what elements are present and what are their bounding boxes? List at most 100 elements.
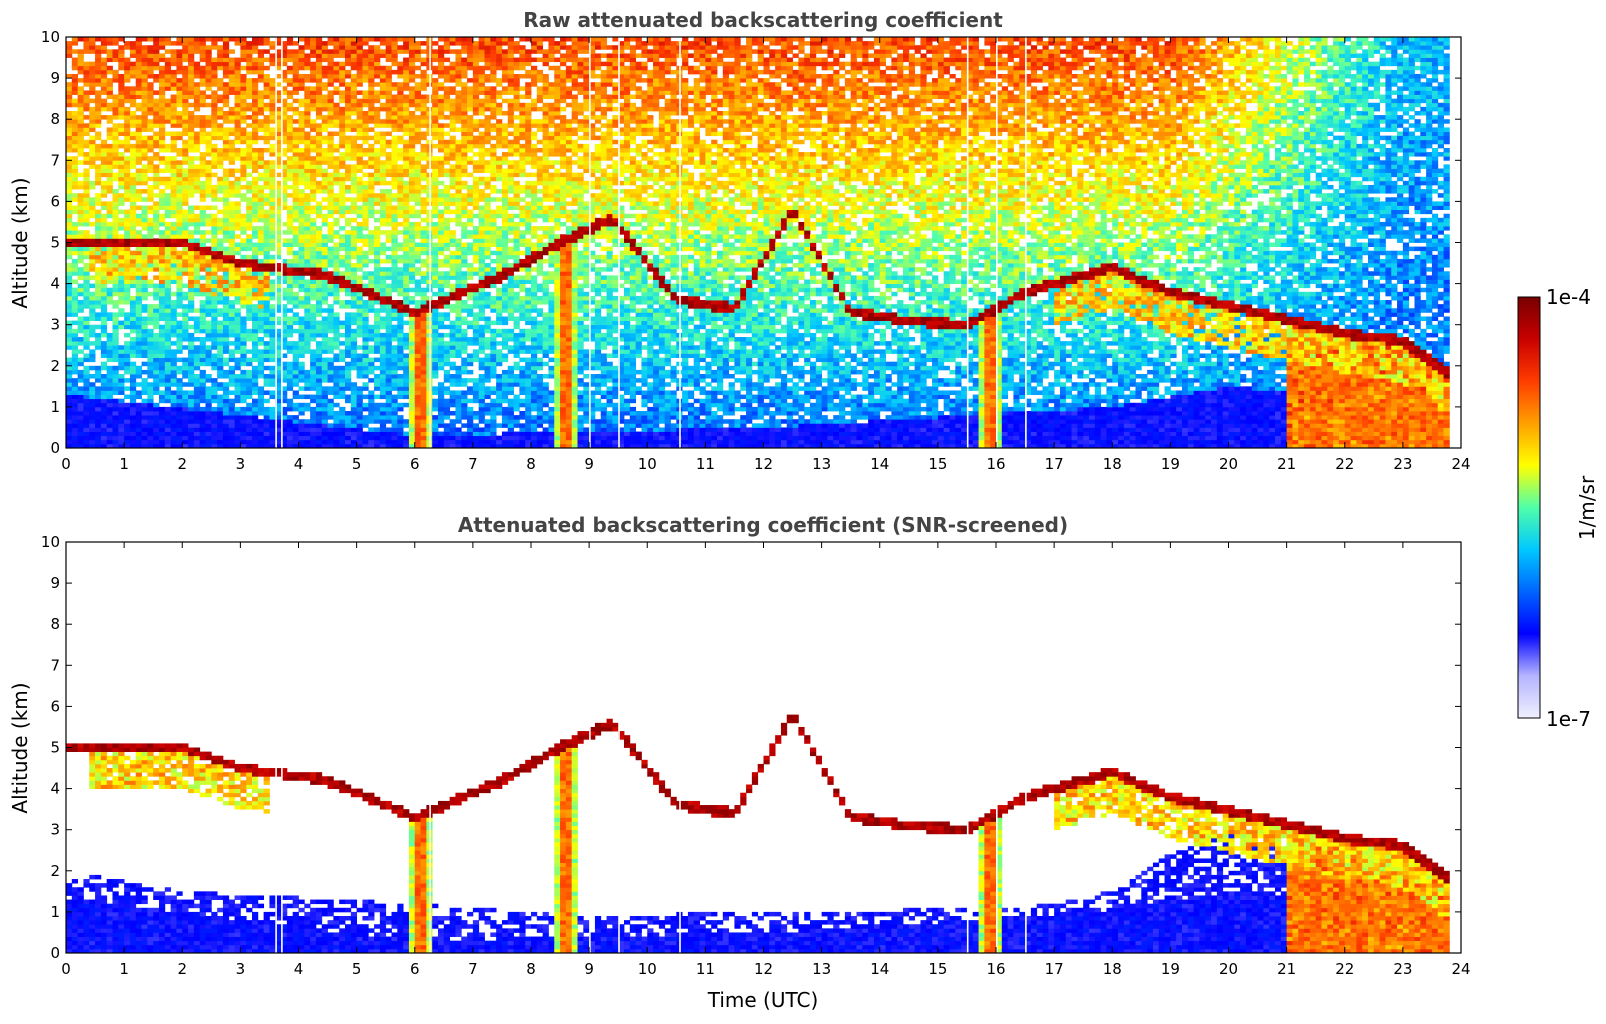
- raw-backscatter-cell: [281, 291, 288, 297]
- raw-backscatter-cell: [275, 378, 282, 383]
- raw-backscatter-cell: [124, 394, 131, 400]
- raw-backscatter-cell: [286, 106, 294, 112]
- raw-backscatter-cell: [356, 156, 363, 161]
- raw-backscatter-cell: [275, 238, 282, 243]
- raw-backscatter-cell: [89, 328, 96, 334]
- raw-backscatter-cell: [135, 106, 142, 112]
- raw-backscatter-cell: [350, 337, 358, 342]
- raw-backscatter-cell: [333, 287, 340, 293]
- raw-backscatter-cell: [217, 406, 224, 412]
- raw-backscatter-cell: [164, 258, 172, 264]
- raw-backscatter-cell: [350, 205, 358, 211]
- raw-backscatter-cell: [89, 439, 96, 445]
- raw-backscatter-cell: [141, 308, 148, 313]
- raw-backscatter-cell: [252, 415, 259, 420]
- raw-backscatter-cell: [118, 201, 125, 206]
- raw-backscatter-cell: [222, 332, 230, 338]
- raw-backscatter-cell: [252, 332, 259, 338]
- raw-backscatter-cell: [350, 263, 358, 268]
- raw-backscatter-cell: [66, 295, 73, 301]
- raw-backscatter-cell: [147, 427, 154, 432]
- raw-backscatter-cell: [339, 390, 346, 395]
- raw-backscatter-cell: [252, 357, 259, 363]
- raw-backscatter-cell: [135, 127, 142, 132]
- raw-backscatter-cell: [350, 304, 358, 309]
- raw-backscatter-cell: [176, 119, 183, 124]
- raw-backscatter-cell: [292, 316, 299, 321]
- raw-backscatter-cell: [222, 406, 230, 412]
- raw-backscatter-cell: [269, 263, 276, 268]
- raw-backscatter-cell: [397, 291, 404, 297]
- raw-backscatter-cell: [257, 205, 265, 211]
- raw-backscatter-cell: [292, 238, 299, 243]
- raw-backscatter-cell: [124, 287, 131, 293]
- raw-backscatter-cell: [188, 423, 195, 428]
- raw-backscatter-cell: [345, 291, 352, 297]
- raw-backscatter-cell: [286, 382, 294, 387]
- raw-backscatter-cell: [310, 361, 317, 367]
- raw-backscatter-cell: [77, 337, 84, 342]
- raw-backscatter-cell: [350, 180, 358, 186]
- raw-backscatter-cell: [321, 337, 328, 342]
- raw-backscatter-cell: [391, 439, 398, 445]
- raw-backscatter-cell: [321, 320, 328, 326]
- raw-backscatter-cell: [234, 82, 241, 87]
- raw-backscatter-cell: [153, 152, 160, 157]
- raw-backscatter-cell: [234, 168, 241, 174]
- raw-backscatter-cell: [124, 106, 131, 112]
- raw-backscatter-cell: [222, 357, 230, 363]
- raw-backscatter-cell: [159, 246, 166, 252]
- raw-backscatter-cell: [304, 86, 311, 91]
- raw-backscatter-cell: [89, 349, 96, 354]
- raw-backscatter-cell: [205, 217, 212, 223]
- raw-backscatter-cell: [188, 271, 195, 276]
- raw-backscatter-cell: [228, 246, 235, 252]
- raw-backscatter-cell: [153, 209, 160, 215]
- raw-backscatter-cell: [147, 61, 154, 67]
- raw-backscatter-cell: [304, 394, 311, 400]
- raw-backscatter-cell: [66, 357, 73, 363]
- raw-backscatter-cell: [234, 439, 241, 445]
- raw-backscatter-cell: [286, 69, 294, 75]
- raw-backscatter-cell: [391, 263, 398, 268]
- raw-backscatter-cell: [193, 263, 201, 268]
- raw-backscatter-cell: [321, 374, 328, 379]
- raw-backscatter-cell: [240, 37, 247, 42]
- raw-backscatter-cell: [333, 217, 340, 223]
- raw-backscatter-cell: [281, 295, 288, 301]
- raw-backscatter-cell: [281, 57, 288, 63]
- raw-backscatter-cell: [385, 37, 392, 42]
- raw-backscatter-cell: [234, 98, 241, 104]
- raw-backscatter-cell: [193, 69, 201, 75]
- raw-backscatter-cell: [379, 304, 387, 309]
- raw-backscatter-cell: [66, 180, 73, 186]
- raw-backscatter-cell: [269, 127, 276, 132]
- raw-backscatter-panel: 0 1 2 3 4 5 6 7 8 9 10 11 12 13 14 15 16 17 18 19 20 21 22 23 24…: [8, 8, 1471, 473]
- raw-backscatter-cell: [275, 49, 282, 54]
- raw-backscatter-cell: [141, 57, 148, 63]
- raw-backscatter-cell: [321, 69, 328, 75]
- raw-backscatter-cell: [403, 205, 410, 211]
- raw-backscatter-cell: [211, 242, 218, 248]
- raw-backscatter-cell: [350, 287, 358, 293]
- raw-backscatter-cell: [333, 221, 340, 227]
- raw-backscatter-cell: [135, 267, 142, 272]
- raw-backscatter-cell: [66, 135, 73, 141]
- raw-backscatter-cell: [298, 65, 305, 71]
- raw-backscatter-cell: [147, 230, 154, 235]
- raw-backscatter-cell: [89, 65, 96, 71]
- raw-backscatter-cell: [205, 238, 212, 243]
- raw-backscatter-cell: [246, 86, 253, 91]
- raw-backscatter-cell: [327, 275, 334, 280]
- raw-backscatter-cell: [228, 238, 235, 243]
- raw-backscatter-cell: [118, 365, 125, 371]
- raw-backscatter-cell: [240, 382, 247, 387]
- raw-backscatter-cell: [147, 193, 154, 198]
- raw-backscatter-cell: [345, 394, 352, 400]
- raw-backscatter-cell: [263, 419, 270, 424]
- raw-backscatter-cell: [141, 427, 148, 432]
- raw-backscatter-cell: [263, 415, 270, 420]
- raw-backscatter-cell: [339, 349, 346, 354]
- raw-backscatter-cell: [269, 308, 276, 313]
- raw-backscatter-cell: [193, 119, 201, 124]
